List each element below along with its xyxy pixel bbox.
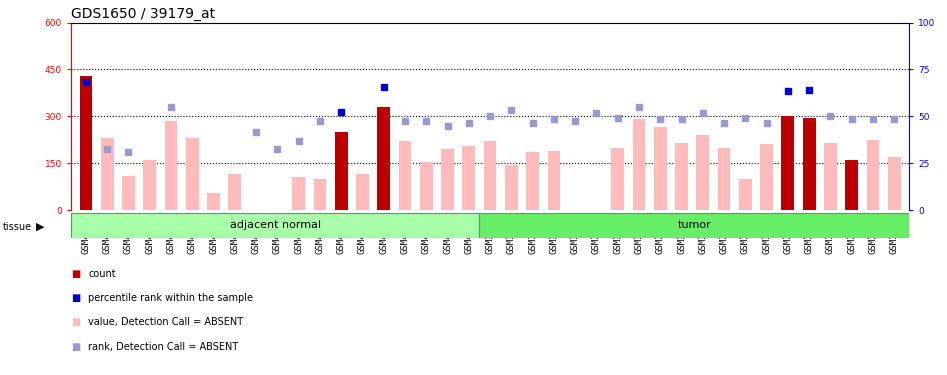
Text: GDS1650 / 39179_at: GDS1650 / 39179_at (71, 8, 215, 21)
Bar (696, 135, 709, 210)
Text: tumor: tumor (677, 220, 711, 230)
Bar (399, 141, 411, 210)
Bar (100, 138, 114, 210)
Text: ■: ■ (71, 342, 80, 352)
Bar (462, 146, 475, 210)
Bar (228, 174, 241, 210)
Bar (633, 119, 645, 210)
Text: tissue: tissue (3, 222, 32, 232)
Bar (675, 143, 688, 210)
Bar (718, 147, 730, 210)
Bar (547, 151, 561, 210)
Bar (313, 179, 327, 210)
Bar (867, 140, 880, 210)
Bar (505, 165, 518, 210)
Text: ■: ■ (71, 318, 80, 327)
Bar (356, 174, 368, 210)
Bar (122, 176, 134, 210)
Bar (739, 179, 752, 210)
Text: ▶: ▶ (36, 222, 45, 232)
Text: percentile rank within the sample: percentile rank within the sample (88, 293, 253, 303)
Bar (293, 177, 305, 210)
Bar (527, 152, 539, 210)
Text: ■: ■ (71, 269, 80, 279)
Text: value, Detection Call = ABSENT: value, Detection Call = ABSENT (88, 318, 243, 327)
Bar (484, 141, 496, 210)
Bar (441, 149, 454, 210)
Text: adjacent normal: adjacent normal (229, 220, 321, 230)
Bar (479, 213, 909, 238)
Bar (335, 132, 348, 210)
Bar (760, 144, 773, 210)
Bar (71, 213, 479, 238)
Bar (207, 193, 220, 210)
Bar (186, 138, 199, 210)
Bar (612, 147, 624, 210)
Bar (888, 157, 901, 210)
Bar (80, 76, 92, 210)
Bar (781, 116, 795, 210)
Bar (420, 162, 433, 210)
Bar (846, 160, 858, 210)
Bar (803, 118, 815, 210)
Text: rank, Detection Call = ABSENT: rank, Detection Call = ABSENT (88, 342, 239, 352)
Bar (653, 127, 667, 210)
Text: count: count (88, 269, 116, 279)
Bar (377, 107, 390, 210)
Bar (165, 121, 177, 210)
Text: ■: ■ (71, 293, 80, 303)
Bar (143, 160, 156, 210)
Bar (824, 143, 837, 210)
